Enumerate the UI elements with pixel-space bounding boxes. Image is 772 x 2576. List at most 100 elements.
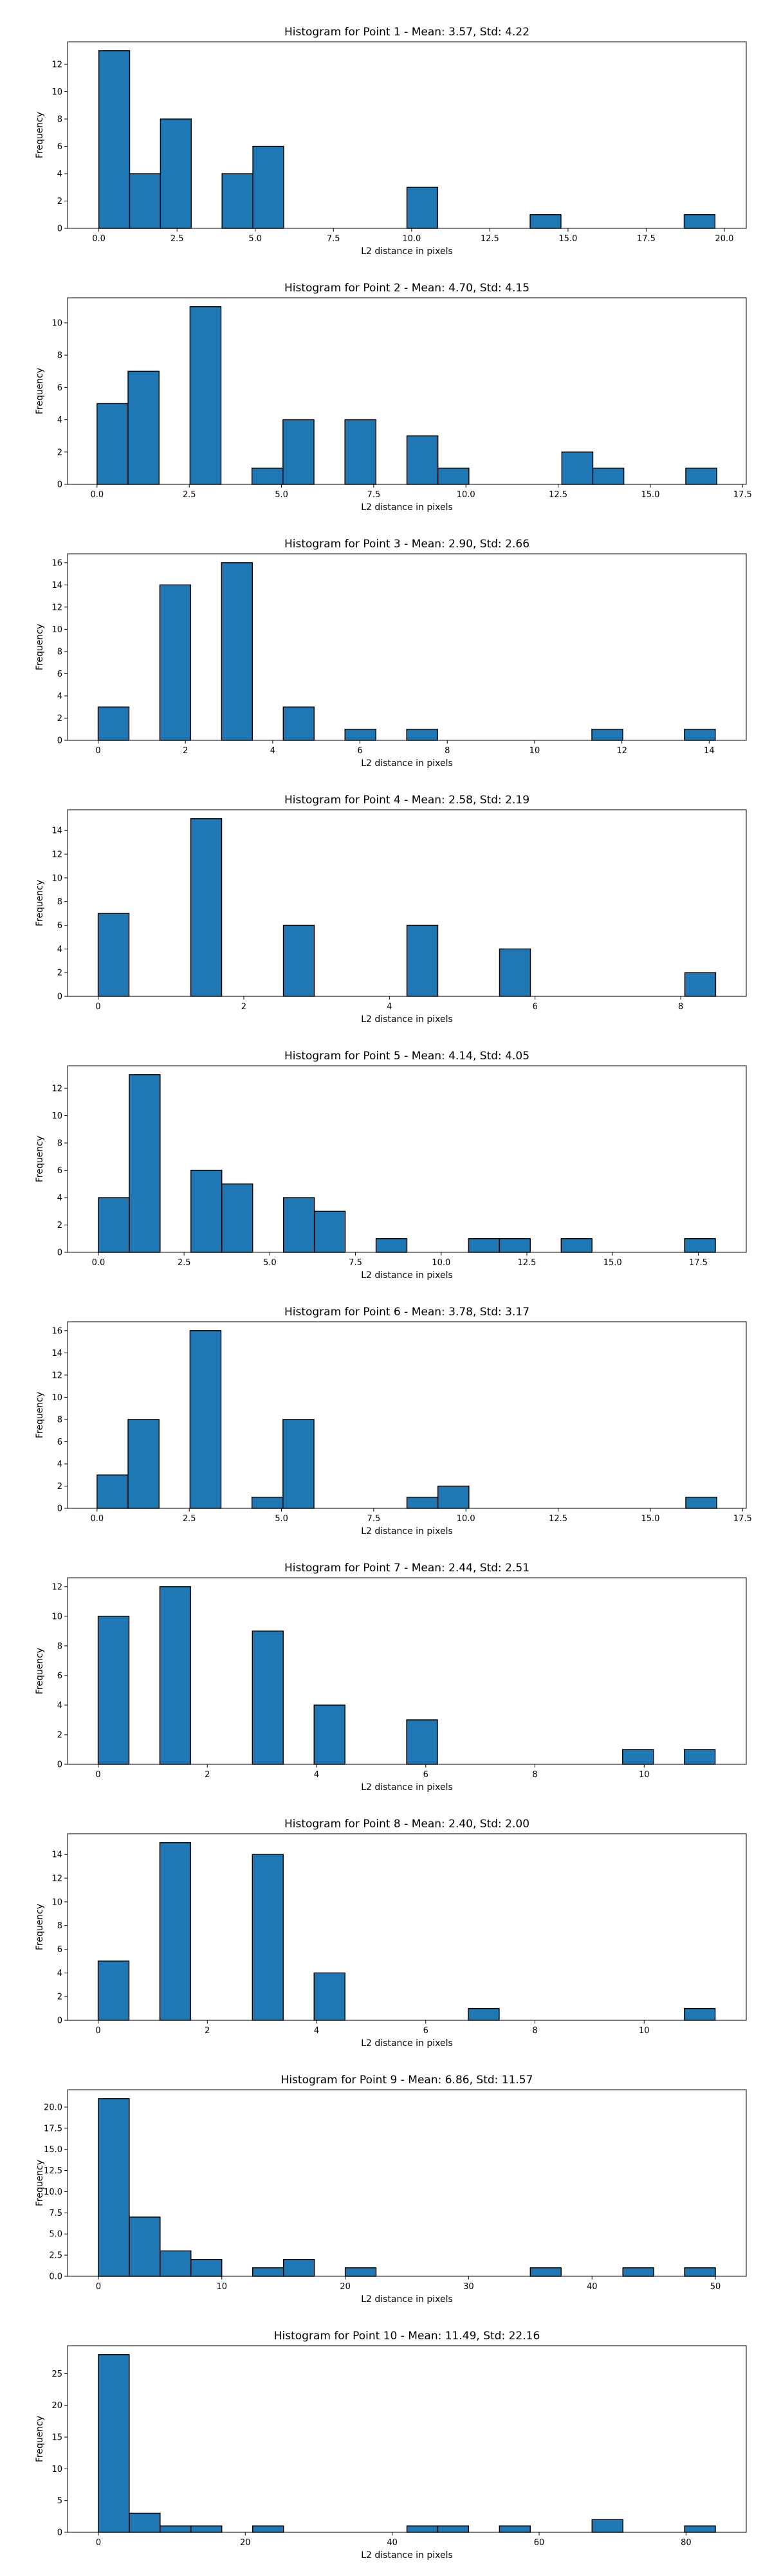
histogram-bar bbox=[190, 2525, 223, 2533]
y-tick-label: 2 bbox=[57, 197, 62, 206]
y-tick-label: 16 bbox=[51, 1326, 62, 1336]
x-tick-label: 10 bbox=[216, 2282, 227, 2292]
histogram-bar bbox=[190, 1169, 223, 1253]
y-tick-label: 20 bbox=[51, 2401, 62, 2411]
histogram-bar bbox=[437, 468, 470, 485]
y-tick-label: 2 bbox=[57, 714, 62, 724]
y-tick-label: 10 bbox=[51, 1612, 62, 1621]
histogram-bar bbox=[127, 370, 160, 485]
y-tick-label: 2 bbox=[57, 1221, 62, 1230]
histogram-bar bbox=[406, 435, 439, 485]
y-tick-label: 8 bbox=[57, 897, 62, 907]
y-tick-label: 20.0 bbox=[44, 2103, 62, 2112]
y-tick-label: 4 bbox=[57, 691, 62, 701]
bars-group bbox=[97, 818, 717, 997]
y-tick-label: 4 bbox=[57, 170, 62, 179]
histogram-bar bbox=[98, 2098, 130, 2277]
bars-group bbox=[96, 306, 717, 485]
x-tick-label: 60 bbox=[534, 2538, 545, 2548]
y-tick-label: 12.5 bbox=[44, 2166, 62, 2176]
y-tick-label: 6 bbox=[57, 1945, 62, 1955]
y-axis-label: Frequency bbox=[35, 880, 45, 926]
histogram-bar bbox=[129, 2512, 161, 2533]
y-tick-label: 10 bbox=[51, 87, 62, 97]
x-tick-label: 20 bbox=[340, 2282, 351, 2292]
histogram-bar bbox=[221, 562, 253, 741]
x-tick-label: 30 bbox=[463, 2282, 474, 2292]
y-axis-label: Frequency bbox=[35, 624, 45, 670]
histogram-bar bbox=[96, 1474, 129, 1509]
x-tick-label: 2 bbox=[183, 746, 188, 756]
x-tick-label: 17.5 bbox=[689, 1258, 708, 1268]
y-tick-label: 10 bbox=[51, 1897, 62, 1907]
histogram-bar bbox=[622, 1749, 654, 1765]
y-tick-label: 6 bbox=[57, 1438, 62, 1447]
histogram-bar bbox=[97, 913, 130, 997]
x-tick-label: 40 bbox=[387, 2538, 398, 2548]
x-axis-label: L2 distance in pixels bbox=[361, 2294, 453, 2305]
histogram-bar bbox=[252, 2525, 284, 2533]
y-tick-label: 8 bbox=[57, 115, 62, 125]
histogram-bar bbox=[591, 729, 623, 741]
histogram-bar bbox=[160, 2250, 192, 2277]
y-tick-label: 0 bbox=[57, 2016, 62, 2026]
histogram-bar bbox=[375, 1238, 408, 1253]
y-tick-label: 6 bbox=[57, 921, 62, 931]
x-tick-label: 14 bbox=[704, 746, 715, 756]
x-tick-label: 2 bbox=[205, 2026, 210, 2036]
x-tick-label: 10.0 bbox=[432, 1258, 450, 1268]
y-tick-label: 15 bbox=[51, 2433, 62, 2443]
y-tick-label: 10.0 bbox=[44, 2188, 62, 2197]
x-tick-label: 15.0 bbox=[558, 234, 577, 244]
histogram-panel-5: Histogram for Point 5 - Mean: 4.14, Std:… bbox=[35, 1050, 747, 1281]
x-tick-label: 17.5 bbox=[637, 234, 656, 244]
histogram-bar bbox=[437, 2525, 470, 2533]
bars-group bbox=[96, 1330, 717, 1509]
x-tick-label: 20.0 bbox=[715, 234, 733, 244]
histogram-bar bbox=[344, 2267, 377, 2277]
x-tick-label: 15.0 bbox=[641, 490, 659, 500]
y-axis-label: Frequency bbox=[35, 1392, 45, 1438]
y-tick-label: 5.0 bbox=[49, 2230, 62, 2240]
histogram-bar bbox=[561, 452, 594, 485]
y-tick-label: 12 bbox=[51, 1084, 62, 1094]
histogram-bar bbox=[683, 214, 716, 229]
histogram-bar bbox=[684, 2525, 716, 2533]
x-tick-label: 7.5 bbox=[367, 1514, 381, 1524]
histogram-bar bbox=[282, 924, 315, 997]
histogram-bar bbox=[529, 2267, 562, 2277]
histogram-bar bbox=[98, 1197, 130, 1253]
y-tick-label: 16 bbox=[51, 558, 62, 568]
histogram-bar bbox=[97, 706, 130, 741]
histogram-bar bbox=[160, 2525, 192, 2533]
histogram-bar bbox=[499, 1238, 531, 1253]
histogram-bar bbox=[406, 924, 439, 997]
histogram-bar bbox=[252, 145, 284, 229]
histogram-bar bbox=[406, 187, 439, 229]
histogram-bar bbox=[97, 1960, 130, 2021]
axes-frame bbox=[67, 809, 747, 997]
histogram-panel-4: Histogram for Point 4 - Mean: 2.58, Std:… bbox=[35, 794, 747, 1025]
chart-title: Histogram for Point 1 - Mean: 3.57, Std:… bbox=[284, 26, 529, 39]
histogram-bar bbox=[344, 729, 376, 741]
histogram-bar bbox=[684, 972, 717, 997]
y-tick-label: 4 bbox=[57, 1701, 62, 1710]
histogram-bar bbox=[129, 1074, 161, 1253]
y-tick-label: 0 bbox=[57, 736, 62, 746]
histogram-panel-3: Histogram for Point 3 - Mean: 2.90, Std:… bbox=[35, 538, 747, 769]
axes-frame bbox=[67, 297, 747, 485]
histogram-bar bbox=[221, 1183, 253, 1253]
x-tick-label: 12.5 bbox=[549, 490, 567, 500]
y-tick-label: 4 bbox=[57, 945, 62, 955]
x-tick-label: 10.0 bbox=[457, 490, 475, 500]
histogram-bar bbox=[499, 2525, 531, 2533]
histogram-bar bbox=[406, 2525, 439, 2533]
x-tick-label: 0 bbox=[95, 746, 100, 756]
histogram-bar bbox=[591, 2519, 623, 2533]
x-tick-label: 0 bbox=[96, 2538, 101, 2548]
x-tick-label: 5.0 bbox=[263, 1258, 277, 1268]
y-tick-label: 6 bbox=[57, 1671, 62, 1681]
histogram-bar bbox=[129, 2216, 161, 2277]
y-tick-label: 0 bbox=[57, 992, 62, 1002]
